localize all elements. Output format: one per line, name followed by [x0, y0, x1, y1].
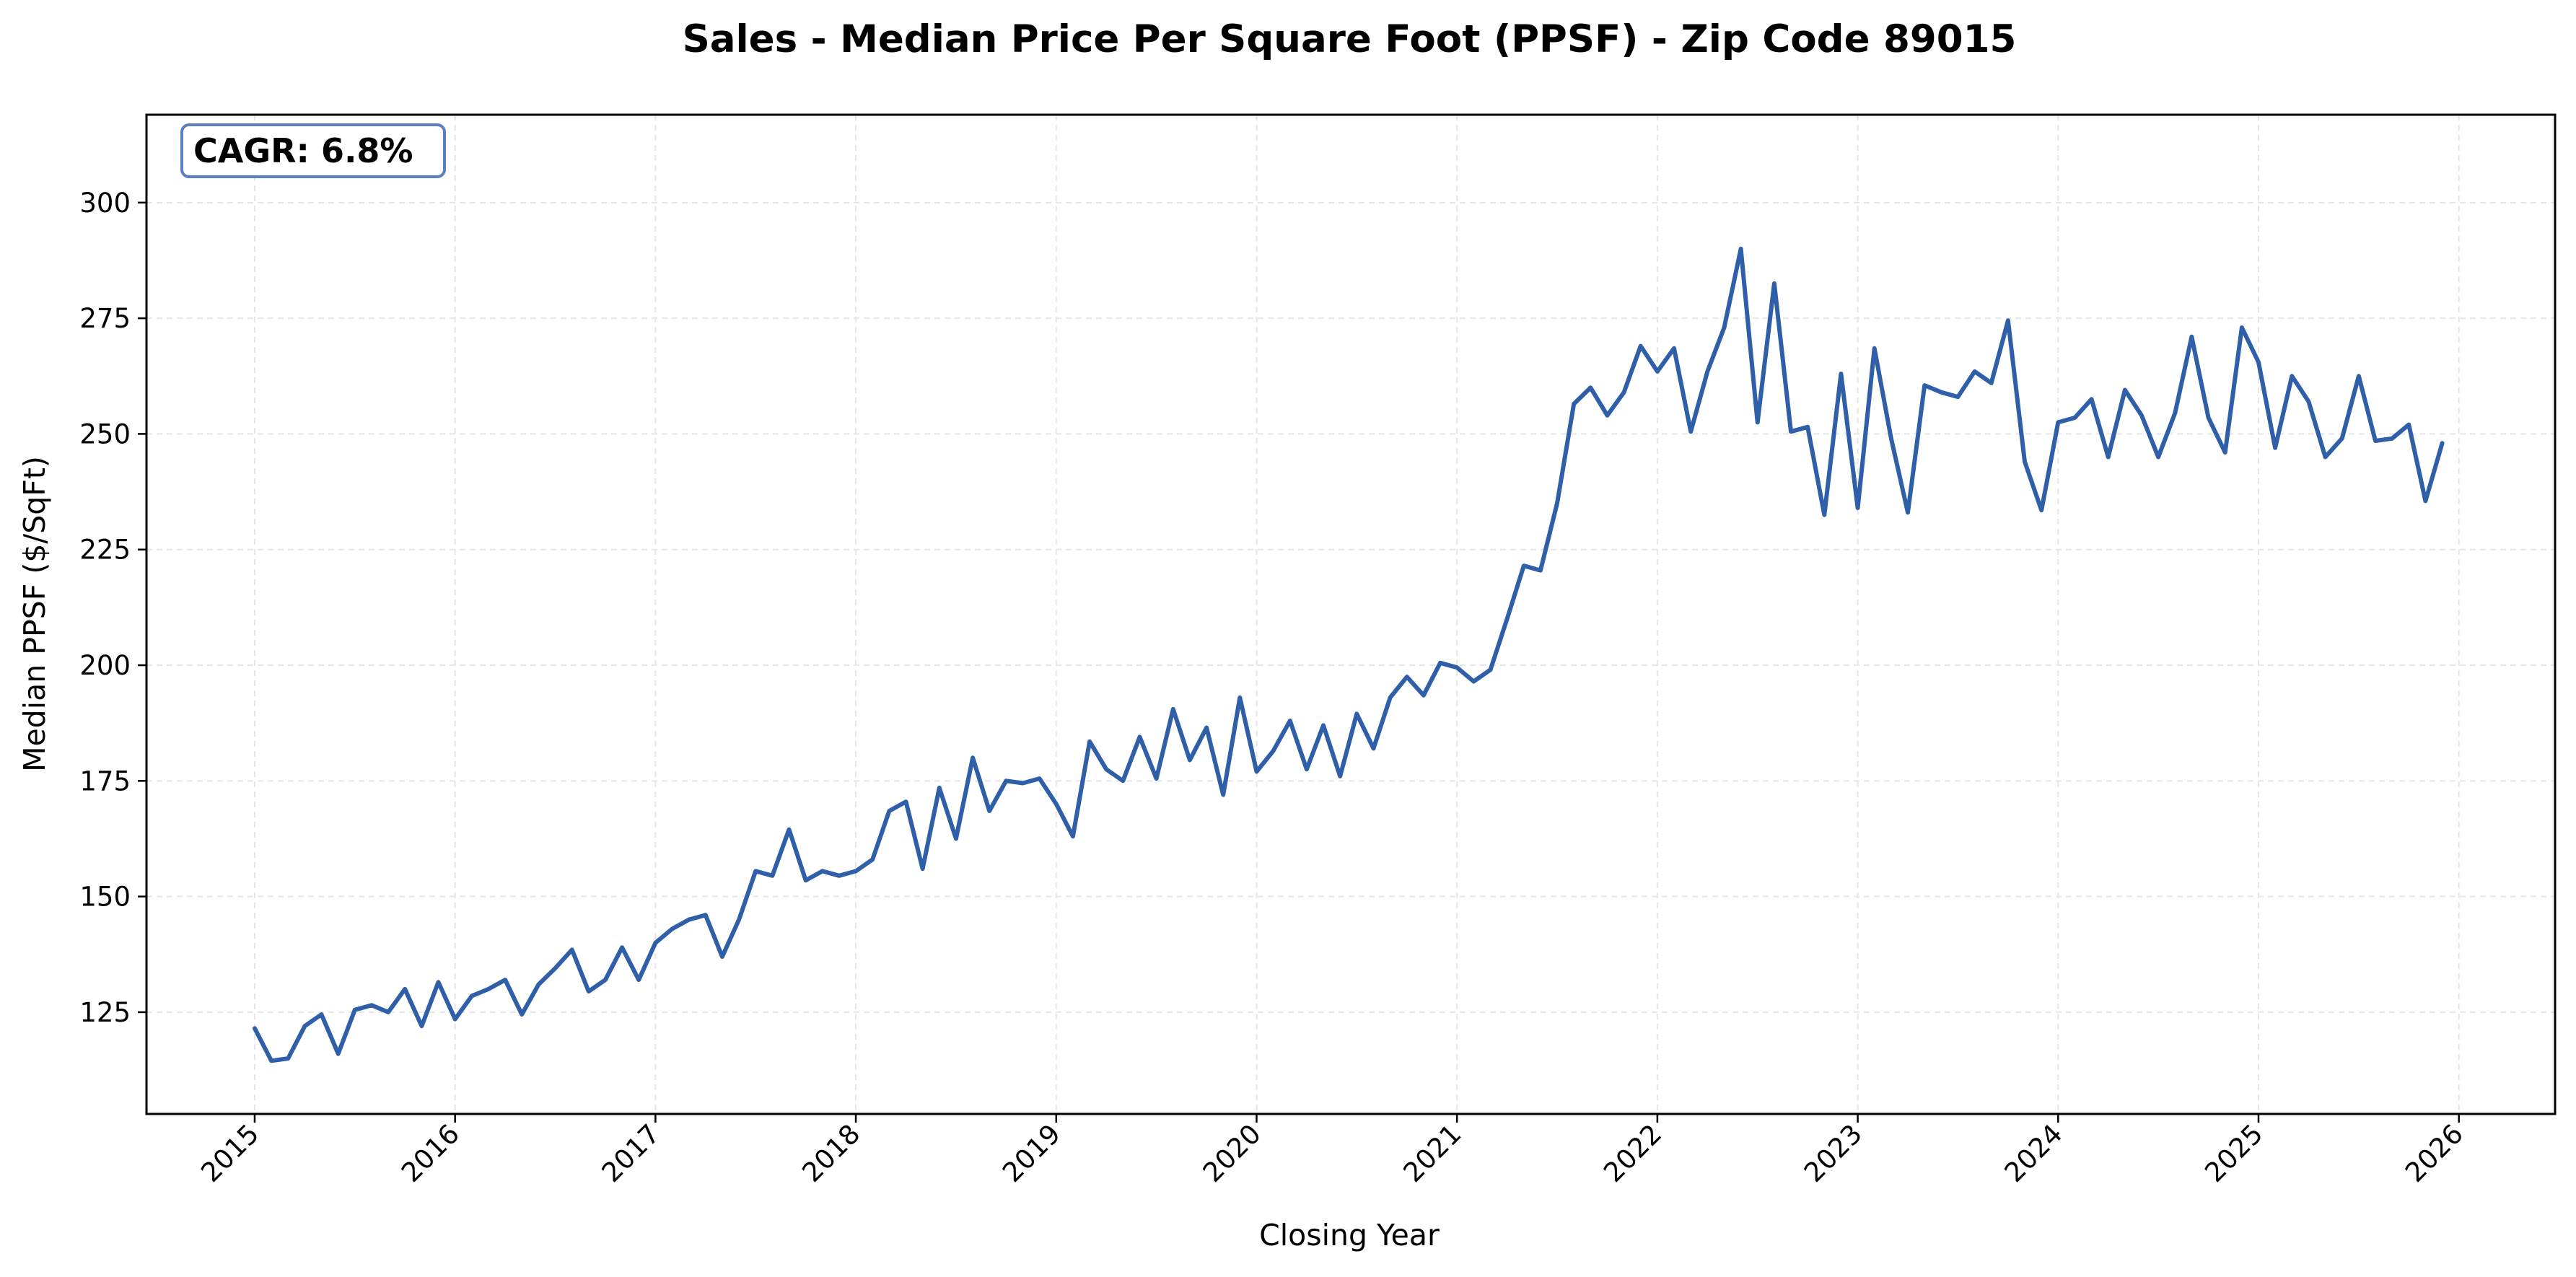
y-tick-label: 275 — [79, 303, 131, 334]
x-tick-label: 2018 — [796, 1118, 866, 1188]
x-tick-label: 2020 — [1197, 1118, 1267, 1188]
cagr-annotation: CAGR: 6.8% — [180, 123, 446, 178]
x-tick-label: 2021 — [1398, 1118, 1468, 1188]
x-tick-label: 2017 — [596, 1118, 666, 1188]
series-layer — [253, 246, 2445, 1063]
y-tick-label: 300 — [79, 188, 131, 219]
grid — [146, 115, 2555, 1114]
x-tick-label: 2026 — [2399, 1118, 2469, 1188]
y-tick-label: 250 — [79, 418, 131, 449]
y-axis: 125 150 175 200 225 250 275 300 — [79, 188, 146, 1028]
y-tick-label: 150 — [79, 882, 131, 913]
x-tick-label: 2022 — [1598, 1118, 1668, 1188]
x-tick-label: 2015 — [195, 1118, 265, 1188]
x-tick-label: 2023 — [1798, 1118, 1868, 1188]
y-tick-label: 175 — [79, 765, 131, 797]
x-tick-label: 2024 — [1999, 1118, 2069, 1188]
y-axis-label: Median PPSF ($/SqFt) — [17, 456, 52, 772]
x-axis: 2015 2016 2017 2018 2019 2020 2021 2022 2023 2024… — [195, 1114, 2469, 1188]
y-tick-label: 125 — [79, 997, 131, 1028]
series-line — [253, 246, 2445, 1063]
chart-title: Sales - Median Price Per Square Foot (PP… — [683, 17, 2017, 61]
x-axis-label: Closing Year — [1259, 1218, 1440, 1252]
y-tick-label: 200 — [79, 650, 131, 681]
y-tick-label: 225 — [79, 535, 131, 566]
plot-frame — [145, 113, 2557, 1115]
x-tick-label: 2016 — [395, 1118, 465, 1188]
x-tick-label: 2019 — [996, 1118, 1066, 1188]
cagr-box — [180, 123, 446, 178]
x-tick-label: 2025 — [2199, 1118, 2269, 1188]
cagr-label: CAGR: 6.8% — [193, 131, 413, 170]
